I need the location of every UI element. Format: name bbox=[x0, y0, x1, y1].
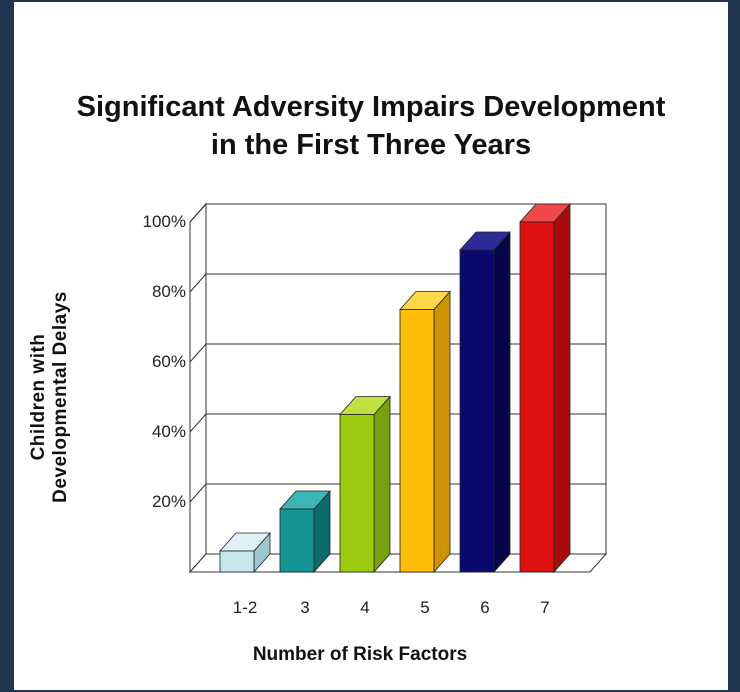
x-tick-label: 1-2 bbox=[233, 598, 258, 617]
chart-title-line-2: in the First Three Years bbox=[210, 129, 532, 161]
chart-title-line-1: Significant Adversity Impairs Developmen… bbox=[76, 91, 666, 123]
bar-side bbox=[373, 395, 391, 574]
y-tick-label: 20% bbox=[152, 492, 186, 511]
left-wall bbox=[189, 202, 207, 574]
gridline-side bbox=[189, 273, 207, 293]
gridline-side bbox=[189, 483, 207, 503]
bar-side bbox=[433, 290, 451, 574]
gridline-side bbox=[189, 203, 207, 223]
gridline-side bbox=[189, 343, 207, 363]
bar-side bbox=[553, 202, 571, 574]
x-tick-label: 4 bbox=[360, 598, 369, 617]
y-tick-label: 60% bbox=[152, 352, 186, 371]
y-tick-label: 40% bbox=[152, 422, 186, 441]
bar bbox=[219, 550, 255, 573]
x-tick-label: 3 bbox=[300, 598, 309, 617]
x-tick-label: 7 bbox=[540, 598, 549, 617]
gridline-side bbox=[189, 413, 207, 433]
x-axis-label: Number of Risk Factors bbox=[252, 644, 468, 665]
bar bbox=[519, 221, 555, 573]
bar bbox=[459, 249, 495, 573]
bar-side bbox=[493, 230, 511, 574]
chart-title: Significant Adversity Impairs Developmen… bbox=[14, 88, 728, 164]
bar bbox=[399, 309, 435, 573]
bar bbox=[339, 414, 375, 573]
x-tick-label: 6 bbox=[480, 598, 489, 617]
y-tick-label: 80% bbox=[152, 282, 186, 301]
x-tick-label: 5 bbox=[420, 598, 429, 617]
y-tick-label: 100% bbox=[143, 212, 186, 231]
bar bbox=[279, 508, 315, 573]
